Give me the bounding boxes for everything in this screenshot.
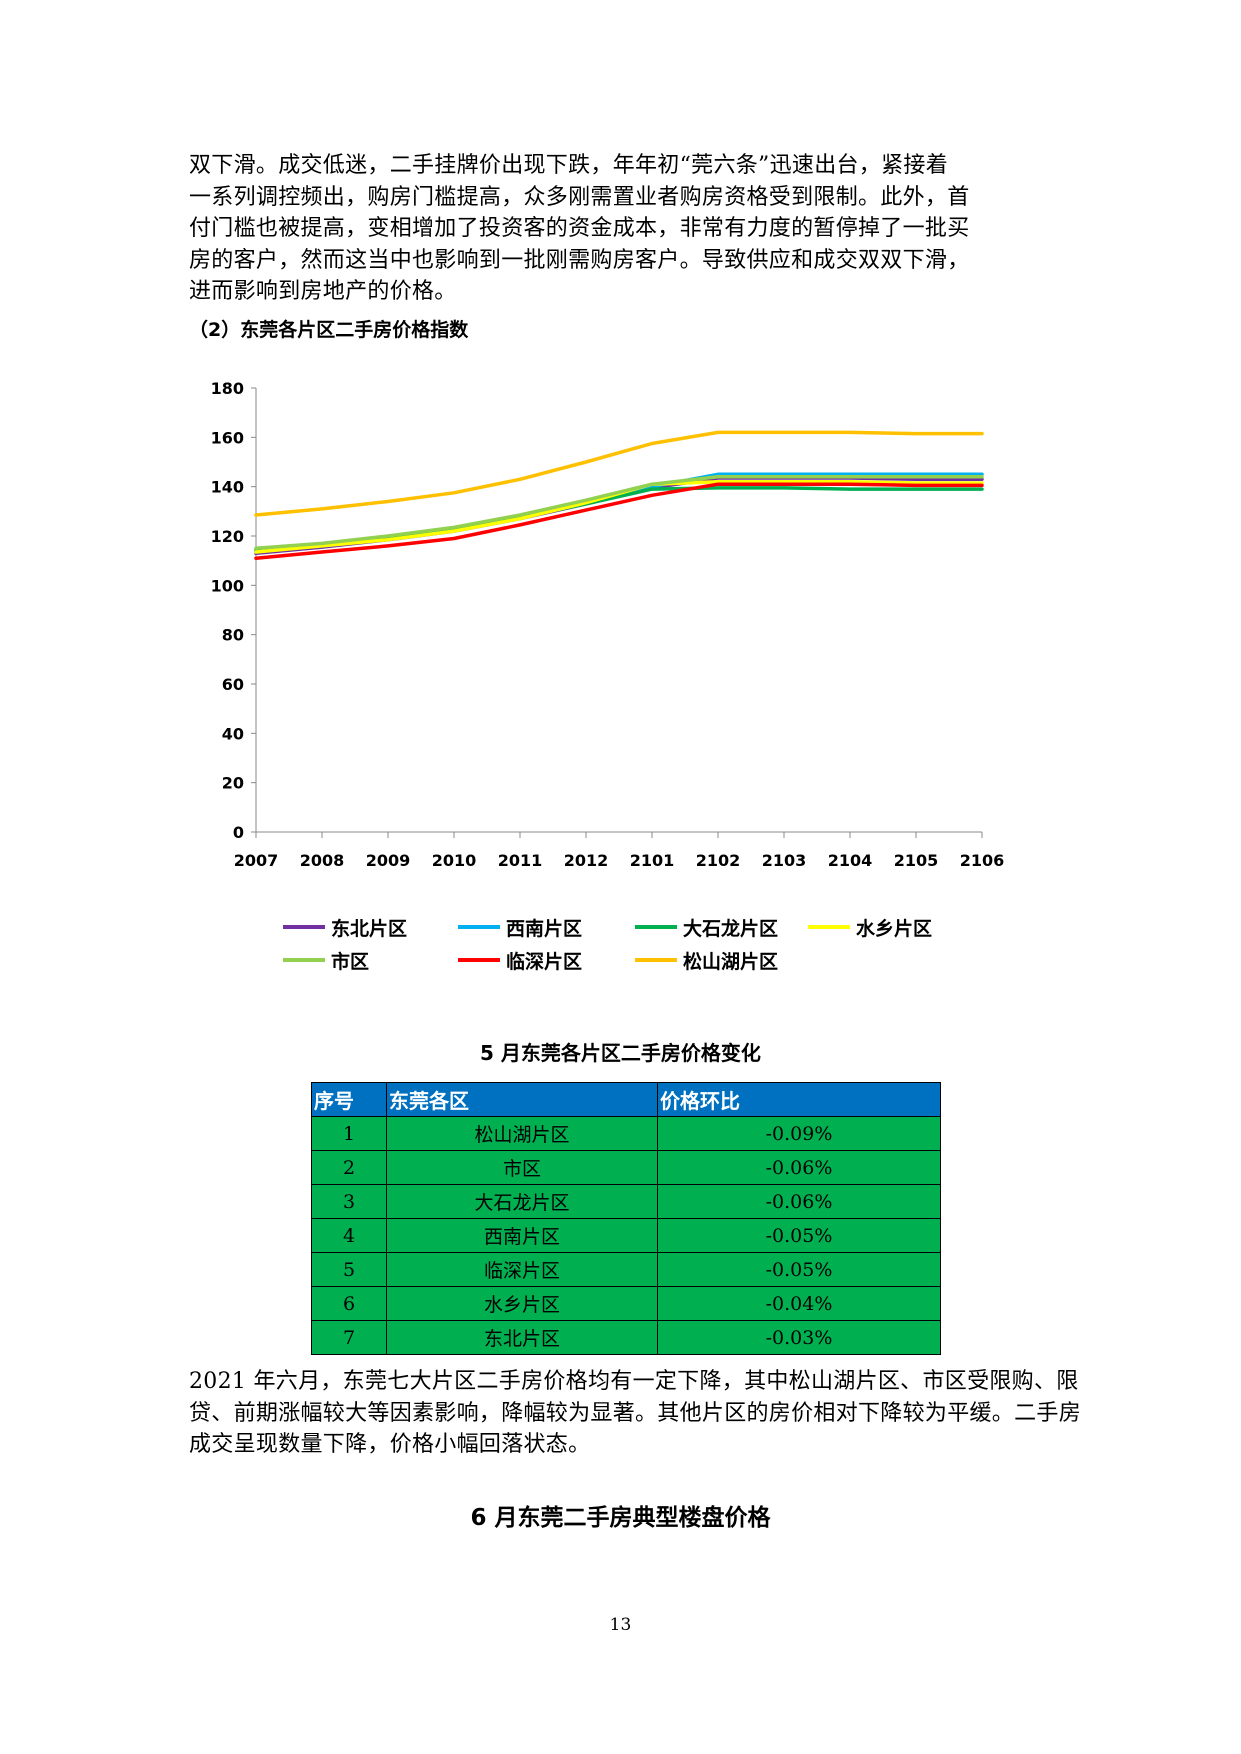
y-tick-label: 40 bbox=[222, 724, 244, 743]
intro-paragraph: 双下滑。成交低迷，二手挂牌价出现下跌，年年初“莞六条”迅速出台，紧接着 一系列调… bbox=[189, 150, 1059, 308]
row-index: 3 bbox=[311, 1184, 387, 1219]
x-tick-label: 2010 bbox=[432, 851, 477, 870]
legend-item: 松山湖片区 bbox=[635, 947, 778, 973]
intro-line: 一系列调控频出，购房门槛提高，众多刚需置业者购房资格受到限制。此外，首 bbox=[189, 184, 970, 210]
legend-swatch bbox=[283, 958, 325, 962]
summary-line: 2021 年六月，东莞七大片区二手房价格均有一定下降，其中松山湖片区、市区受限购… bbox=[189, 1369, 1079, 1394]
row-district: 市区 bbox=[386, 1150, 658, 1185]
x-tick-label: 2009 bbox=[366, 851, 411, 870]
row-mom-change: -0.05% bbox=[657, 1252, 941, 1287]
legend-label: 东北片区 bbox=[331, 917, 408, 940]
legend-label: 水乡片区 bbox=[856, 917, 933, 940]
row-district: 西南片区 bbox=[386, 1218, 658, 1253]
row-district: 东北片区 bbox=[386, 1320, 658, 1355]
legend-label: 西南片区 bbox=[506, 917, 583, 940]
row-district: 松山湖片区 bbox=[386, 1116, 658, 1151]
summary-line: 贷、前期涨幅较大等因素影响，降幅较为显著。其他片区的房价相对下降较为平缓。二手房 bbox=[189, 1400, 1082, 1426]
x-tick-label: 2102 bbox=[696, 851, 741, 870]
price-index-line-chart: 0 20 40 60 80 100 120 140 160 180 2007 2008 2009 2010… bbox=[211, 379, 1005, 870]
y-tick-label: 140 bbox=[211, 478, 244, 497]
row-index: 6 bbox=[311, 1286, 387, 1321]
x-tick-label: 2008 bbox=[300, 851, 345, 870]
x-tick-label: 2011 bbox=[498, 851, 543, 870]
x-tick-label: 2105 bbox=[894, 851, 939, 870]
x-tick-label: 2104 bbox=[828, 851, 873, 870]
row-index: 2 bbox=[311, 1150, 387, 1185]
y-tick-label: 80 bbox=[222, 626, 244, 645]
series-line-5 bbox=[254, 482, 984, 560]
y-tick-label: 120 bbox=[211, 527, 244, 546]
legend-item: 大石龙片区 bbox=[635, 914, 778, 940]
legend-swatch bbox=[283, 925, 325, 929]
legend-label: 临深片区 bbox=[506, 950, 583, 973]
intro-line: 付门槛也被提高，变相增加了投资客的资金成本，非常有力度的暂停掉了一批买 bbox=[189, 216, 970, 241]
table-header-row: 序号 东莞各区 价格环比 bbox=[311, 1082, 941, 1117]
row-mom-change: -0.09% bbox=[657, 1116, 941, 1151]
table-row: 4 西南片区 -0.05% bbox=[311, 1218, 941, 1253]
legend-item: 水乡片区 bbox=[808, 914, 932, 940]
x-tick-label: 2007 bbox=[234, 851, 279, 870]
table-title: 5 月东莞各片区二手房价格变化 bbox=[480, 1041, 761, 1065]
row-district: 临深片区 bbox=[386, 1252, 658, 1287]
legend-item: 临深片区 bbox=[458, 947, 582, 973]
legend-swatch bbox=[635, 958, 677, 962]
legend-swatch bbox=[458, 925, 500, 929]
table-row: 3 大石龙片区 -0.06% bbox=[311, 1184, 941, 1219]
legend-label: 市区 bbox=[331, 950, 370, 973]
row-mom-change: -0.03% bbox=[657, 1320, 941, 1355]
y-tick-label: 0 bbox=[233, 823, 244, 842]
summary-paragraph: 2021 年六月，东莞七大片区二手房价格均有一定下降，其中松山湖片区、市区受限购… bbox=[189, 1366, 1082, 1461]
y-tick-label: 180 bbox=[211, 379, 244, 398]
legend-label: 大石龙片区 bbox=[683, 917, 779, 940]
intro-line: 进而影响到房地产的价格。 bbox=[189, 279, 457, 304]
row-mom-change: -0.05% bbox=[657, 1218, 941, 1253]
row-mom-change: -0.06% bbox=[657, 1184, 941, 1219]
x-tick-label: 2012 bbox=[564, 851, 609, 870]
row-index: 1 bbox=[311, 1116, 387, 1151]
y-tick-label: 20 bbox=[222, 774, 244, 793]
row-index: 7 bbox=[311, 1320, 387, 1355]
row-district: 水乡片区 bbox=[386, 1286, 658, 1321]
row-mom-change: -0.06% bbox=[657, 1150, 941, 1185]
table-row: 7 东北片区 -0.03% bbox=[311, 1320, 941, 1355]
header-district: 东莞各区 bbox=[386, 1082, 658, 1117]
row-mom-change: -0.04% bbox=[657, 1286, 941, 1321]
series-line-4 bbox=[254, 475, 984, 551]
chart-subheading: （2）东莞各片区二手房价格指数 bbox=[189, 319, 469, 341]
page-number: 13 bbox=[609, 1615, 632, 1635]
table-row: 6 水乡片区 -0.04% bbox=[311, 1286, 941, 1321]
legend-label: 松山湖片区 bbox=[683, 950, 779, 973]
table-row: 2 市区 -0.06% bbox=[311, 1150, 941, 1185]
price-change-table: 序号 东莞各区 价格环比 1 松山湖片区 -0.09% 2 市区 -0.06% 3 大石龙片区… bbox=[311, 1082, 941, 1355]
x-tick-label: 2106 bbox=[960, 851, 1005, 870]
header-mom-change: 价格环比 bbox=[657, 1082, 941, 1117]
x-tick-label: 2101 bbox=[630, 851, 675, 870]
y-tick-label: 60 bbox=[222, 675, 244, 694]
legend-swatch bbox=[635, 925, 677, 929]
series-line-6 bbox=[254, 430, 984, 517]
legend-swatch bbox=[808, 925, 850, 929]
legend-swatch bbox=[458, 958, 500, 962]
row-index: 4 bbox=[311, 1218, 387, 1253]
header-index: 序号 bbox=[311, 1082, 387, 1117]
intro-line: 双下滑。成交低迷，二手挂牌价出现下跌，年年初“莞六条”迅速出台，紧接着 bbox=[189, 153, 948, 178]
row-district: 大石龙片区 bbox=[386, 1184, 658, 1219]
intro-line: 房的客户，然而这当中也影响到一批刚需购房客户。导致供应和成交双双下滑， bbox=[189, 247, 970, 273]
table-row: 1 松山湖片区 -0.09% bbox=[311, 1116, 941, 1151]
section-title: 6 月东莞二手房典型楼盘价格 bbox=[470, 1505, 771, 1531]
row-index: 5 bbox=[311, 1252, 387, 1287]
legend-item: 市区 bbox=[283, 947, 369, 973]
x-tick-label: 2103 bbox=[762, 851, 807, 870]
y-tick-label: 160 bbox=[211, 428, 244, 447]
y-tick-label: 100 bbox=[211, 576, 244, 595]
table-row: 5 临深片区 -0.05% bbox=[311, 1252, 941, 1287]
legend-item: 东北片区 bbox=[283, 914, 407, 940]
legend-item: 西南片区 bbox=[458, 914, 582, 940]
summary-line: 成交呈现数量下降，价格小幅回落状态。 bbox=[189, 1432, 591, 1457]
